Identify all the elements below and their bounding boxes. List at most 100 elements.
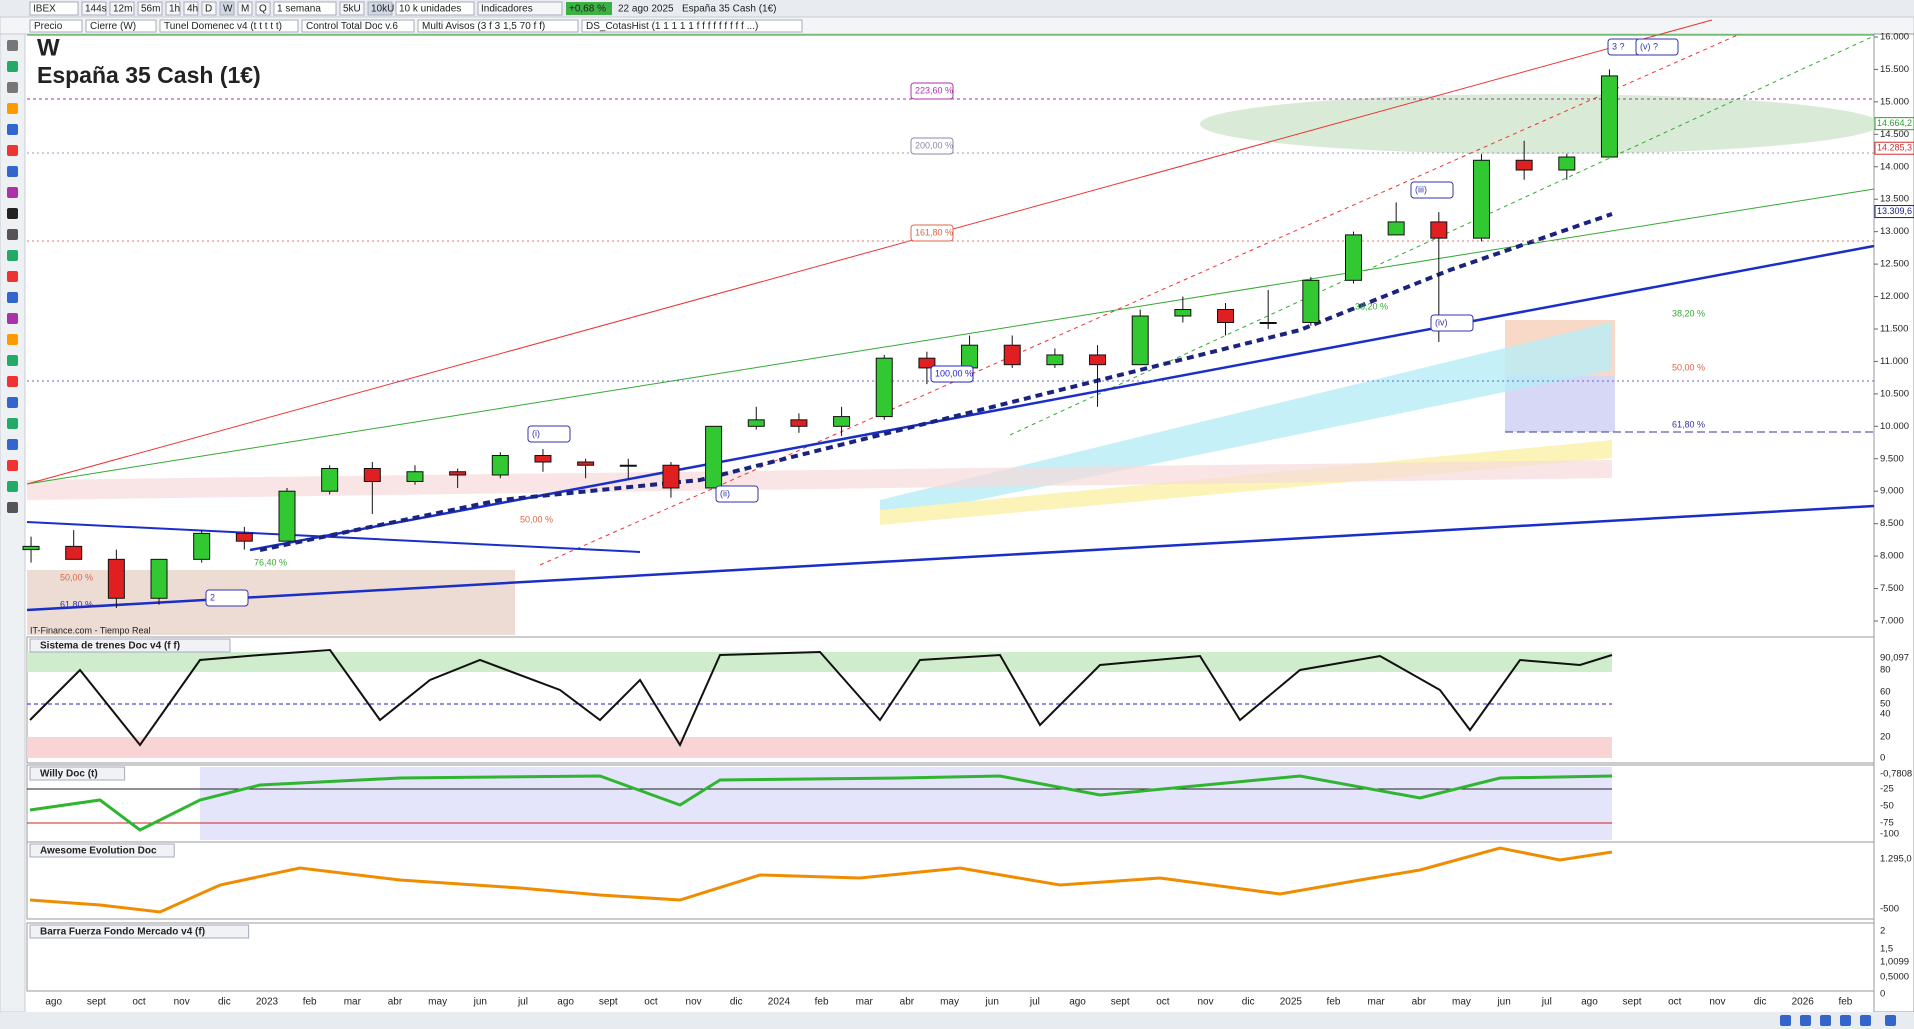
x-tick-label: sept — [1111, 997, 1130, 1008]
candle-body — [1217, 309, 1235, 323]
status-icon[interactable] — [1780, 1015, 1791, 1026]
toolbar-button[interactable] — [477, 1, 563, 16]
zone — [1200, 94, 1880, 154]
annotation: (iv) — [1435, 317, 1448, 327]
toolbar-button[interactable] — [109, 1, 135, 16]
status-icon[interactable] — [1860, 1015, 1871, 1026]
tool-icon[interactable] — [7, 439, 18, 450]
candle-body — [491, 455, 509, 476]
tool-icon[interactable] — [7, 145, 18, 156]
panel-frames — [26, 636, 1875, 992]
tool-icon[interactable] — [7, 418, 18, 429]
tab[interactable] — [29, 19, 83, 33]
tab[interactable] — [159, 19, 299, 33]
tool-icon[interactable] — [7, 481, 18, 492]
tool-icon[interactable] — [7, 40, 18, 51]
annotation-box — [1430, 314, 1474, 332]
candle-body — [449, 471, 467, 476]
toolbar-button[interactable] — [367, 1, 393, 16]
tab[interactable] — [417, 19, 579, 33]
tool-icon[interactable] — [7, 292, 18, 303]
tool-icon[interactable] — [7, 334, 18, 345]
status-icon[interactable] — [1840, 1015, 1851, 1026]
annotation: 2 — [210, 592, 215, 602]
band — [27, 652, 1612, 672]
toolbar-button[interactable] — [255, 1, 271, 16]
annotation: 50,00 % — [1672, 362, 1705, 372]
toolbar-button[interactable] — [219, 1, 235, 16]
annotation-box — [205, 589, 249, 607]
instrument: España 35 Cash (1€) — [682, 4, 777, 15]
toolbar-button[interactable] — [339, 1, 365, 16]
tool-icon[interactable] — [7, 502, 18, 513]
price-badge — [1874, 141, 1914, 155]
oscillator — [29, 846, 1613, 914]
panel-tick-label: 40 — [1880, 709, 1891, 720]
toolbar-button[interactable] — [165, 1, 181, 16]
tool-icon[interactable] — [7, 313, 18, 324]
toolbar-button[interactable] — [237, 1, 253, 16]
panel-tick-label: -25 — [1880, 784, 1894, 795]
drawings — [26, 19, 1880, 635]
tab[interactable] — [581, 19, 803, 33]
oscillator — [29, 774, 1613, 832]
tool-icon[interactable] — [7, 376, 18, 387]
status-icon[interactable] — [1800, 1015, 1811, 1026]
toolbar-label: 1 semana — [277, 4, 321, 15]
tool-icon[interactable] — [7, 166, 18, 177]
x-tick-label: oct — [1668, 997, 1682, 1008]
x-tick-label: may — [940, 997, 959, 1008]
candle-body — [918, 357, 936, 369]
toolbar-label: 5kU — [343, 4, 361, 15]
tool-icon[interactable] — [7, 61, 18, 72]
tool-icon[interactable] — [7, 124, 18, 135]
price-badge-label: 14.285,3 — [1877, 143, 1912, 153]
status-icon[interactable] — [1885, 1015, 1896, 1026]
tool-icon[interactable] — [7, 208, 18, 219]
x-tick-label: feb — [1838, 997, 1852, 1008]
status-icon[interactable] — [1820, 1015, 1831, 1026]
tool-icon[interactable] — [7, 187, 18, 198]
tab[interactable] — [301, 19, 415, 33]
x-tick-label: abr — [900, 997, 915, 1008]
y-tick-label: 9.000 — [1880, 486, 1904, 497]
x-tick-label: sept — [87, 997, 106, 1008]
annotation-box — [910, 82, 954, 100]
panel-title: Awesome Evolution Doc — [40, 846, 157, 857]
panel-tick-label: -100 — [1880, 829, 1899, 840]
toolbar-button[interactable] — [29, 1, 79, 16]
tool-icon[interactable] — [7, 229, 18, 240]
toolbar-button[interactable] — [395, 1, 475, 16]
annotation: 50,00 % — [60, 572, 93, 582]
tool-icon[interactable] — [7, 103, 18, 114]
toolbar-label: W — [223, 4, 233, 15]
tool-icon[interactable] — [7, 82, 18, 93]
x-tick-label: jun — [473, 997, 487, 1008]
annotation: (ii) — [720, 488, 730, 498]
panel-tick-label: 0,5000 — [1880, 972, 1909, 983]
x-tick-label: jul — [1541, 997, 1552, 1008]
panel-title: Willy Doc (t) — [40, 769, 98, 780]
x-tick-label: jun — [985, 997, 999, 1008]
x-tick-label: ago — [45, 997, 62, 1008]
tab-label: Precio — [34, 21, 63, 32]
tab[interactable] — [85, 19, 157, 33]
tool-icon[interactable] — [7, 355, 18, 366]
x-tick-label: jul — [517, 997, 528, 1008]
panel-title: Barra Fuerza Fondo Mercado v4 (f) — [40, 927, 205, 938]
tool-icon[interactable] — [7, 460, 18, 471]
tool-icon[interactable] — [7, 397, 18, 408]
toolbar-button[interactable] — [81, 1, 107, 16]
toolbar-button[interactable] — [183, 1, 199, 16]
tool-icon[interactable] — [7, 271, 18, 282]
panel-tick-label: -75 — [1880, 818, 1894, 829]
toolbar-button[interactable] — [273, 1, 337, 16]
trend-line — [26, 504, 1875, 612]
toolbar-button[interactable] — [201, 1, 217, 16]
tool-icon[interactable] — [7, 250, 18, 261]
annotation: 3 ? — [1612, 41, 1625, 51]
toolbar-button[interactable] — [137, 1, 163, 16]
candle-body — [363, 467, 381, 482]
toolbar-label: 1h — [169, 4, 180, 15]
